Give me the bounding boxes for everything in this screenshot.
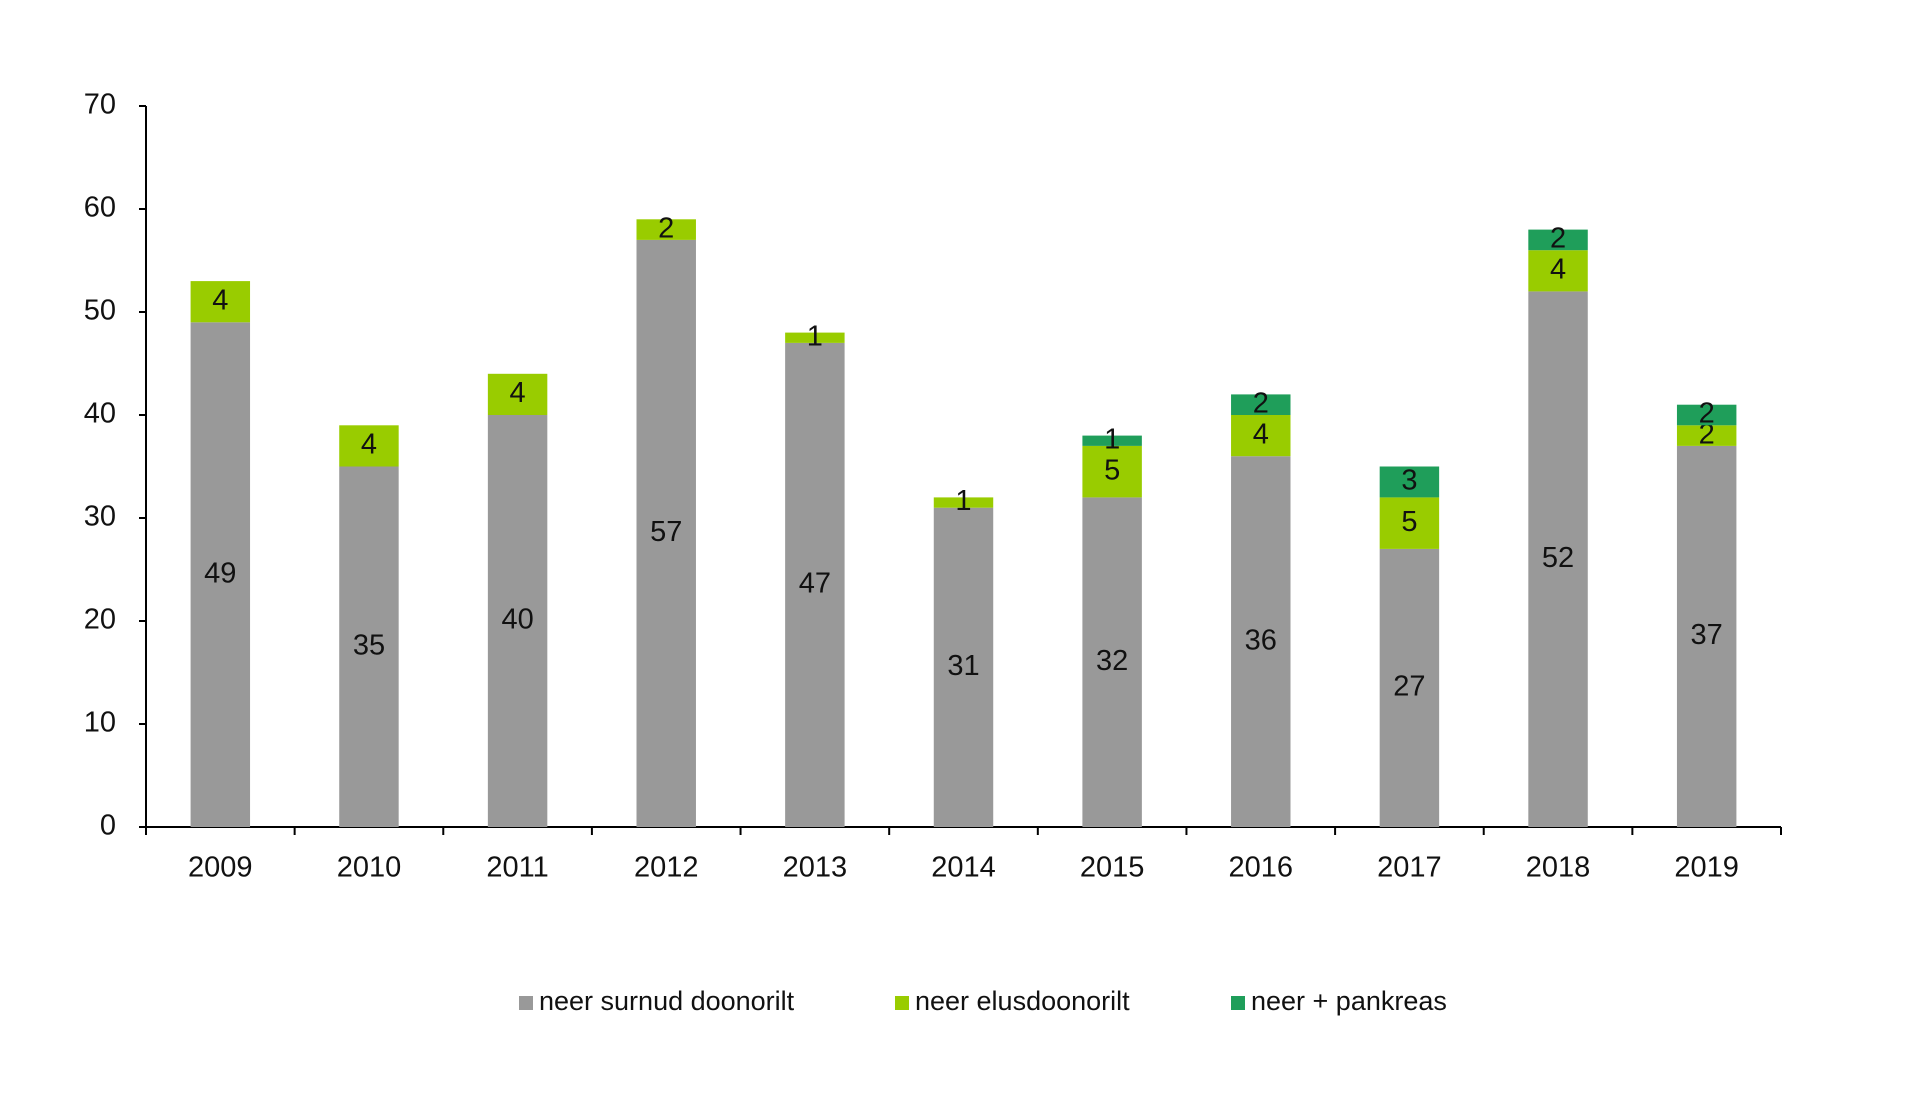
data-label: 2 xyxy=(1699,398,1715,430)
x-tick-label: 2019 xyxy=(1674,852,1739,884)
bar-segment xyxy=(1231,456,1291,827)
data-label: 5 xyxy=(1104,454,1120,486)
bar-segment xyxy=(339,425,399,467)
data-label: 4 xyxy=(361,429,377,461)
data-label: 40 xyxy=(501,604,533,636)
bar-segment xyxy=(1676,404,1737,426)
y-tick-label: 60 xyxy=(84,192,116,224)
y-tick-label: 30 xyxy=(84,501,116,533)
y-tick-label: 50 xyxy=(84,295,116,327)
data-label: 2 xyxy=(1253,387,1269,419)
y-tick-label: 20 xyxy=(84,604,116,636)
data-label: 1 xyxy=(807,320,823,352)
bar-segment xyxy=(1379,497,1440,549)
bar-segment xyxy=(636,239,696,827)
bar-segment xyxy=(636,219,696,240)
y-tick-label: 40 xyxy=(84,398,116,430)
data-label: 4 xyxy=(1253,418,1269,450)
x-tick-label: 2018 xyxy=(1526,852,1591,884)
data-label: 32 xyxy=(1096,645,1128,677)
y-tick-label: 0 xyxy=(100,810,116,842)
data-label: 47 xyxy=(799,568,831,600)
bar-segment xyxy=(1676,425,1737,446)
bar-segment xyxy=(1528,250,1588,292)
data-label: 52 xyxy=(1542,542,1574,574)
bar-segment xyxy=(190,322,251,827)
bar-segment xyxy=(1082,497,1142,827)
x-tick-label: 2014 xyxy=(931,852,996,884)
data-label: 31 xyxy=(947,650,979,682)
x-tick-label: 2015 xyxy=(1080,852,1145,884)
data-label: 57 xyxy=(650,516,682,548)
data-label: 35 xyxy=(353,629,385,661)
bar-segment xyxy=(487,415,548,827)
bar-segment xyxy=(1528,291,1588,827)
x-tick-label: 2016 xyxy=(1229,852,1294,884)
data-label: 3 xyxy=(1401,465,1417,497)
data-label: 2 xyxy=(1550,223,1566,255)
y-tick-label: 70 xyxy=(84,89,116,121)
bar-segment xyxy=(933,507,994,827)
bar-segment xyxy=(1082,435,1142,446)
legend-label: neer elusdoonorilt xyxy=(915,986,1130,1016)
x-tick-label: 2010 xyxy=(337,852,402,884)
bar-segment xyxy=(785,342,845,827)
x-tick-label: 2012 xyxy=(634,852,699,884)
bar-segment xyxy=(1379,548,1440,827)
data-label: 27 xyxy=(1393,671,1425,703)
legend-swatch xyxy=(1231,996,1245,1010)
data-label: 37 xyxy=(1691,619,1723,651)
bar-segment xyxy=(487,373,548,415)
bar-segment xyxy=(1528,229,1588,251)
bar-segment xyxy=(1082,445,1142,498)
bar-segment xyxy=(190,281,251,323)
bar-segment xyxy=(1676,445,1737,827)
x-tick-label: 2013 xyxy=(783,852,848,884)
data-label: 4 xyxy=(510,377,526,409)
data-label: 4 xyxy=(1550,253,1566,285)
data-label: 36 xyxy=(1245,624,1277,656)
data-label: 1 xyxy=(955,485,971,517)
x-tick-label: 2011 xyxy=(486,852,548,884)
x-tick-label: 2017 xyxy=(1377,852,1442,884)
legend-swatch xyxy=(895,996,909,1010)
bar-segment xyxy=(339,466,399,827)
bar-segment xyxy=(1379,466,1440,498)
bar-segment xyxy=(1231,394,1291,415)
bar-segment xyxy=(933,497,994,508)
data-label: 5 xyxy=(1401,506,1417,538)
bar-segment xyxy=(785,332,845,343)
x-tick-label: 2009 xyxy=(188,852,253,884)
data-label: 2 xyxy=(1699,418,1715,450)
data-label: 1 xyxy=(1104,423,1120,455)
data-label: 49 xyxy=(204,557,236,589)
legend-swatch xyxy=(519,996,533,1010)
legend-label: neer surnud doonorilt xyxy=(539,986,795,1016)
bar-segment xyxy=(1231,415,1291,457)
data-label: 2 xyxy=(658,212,674,244)
y-tick-label: 10 xyxy=(84,707,116,739)
data-label: 4 xyxy=(212,284,228,316)
legend-label: neer + pankreas xyxy=(1251,986,1447,1016)
